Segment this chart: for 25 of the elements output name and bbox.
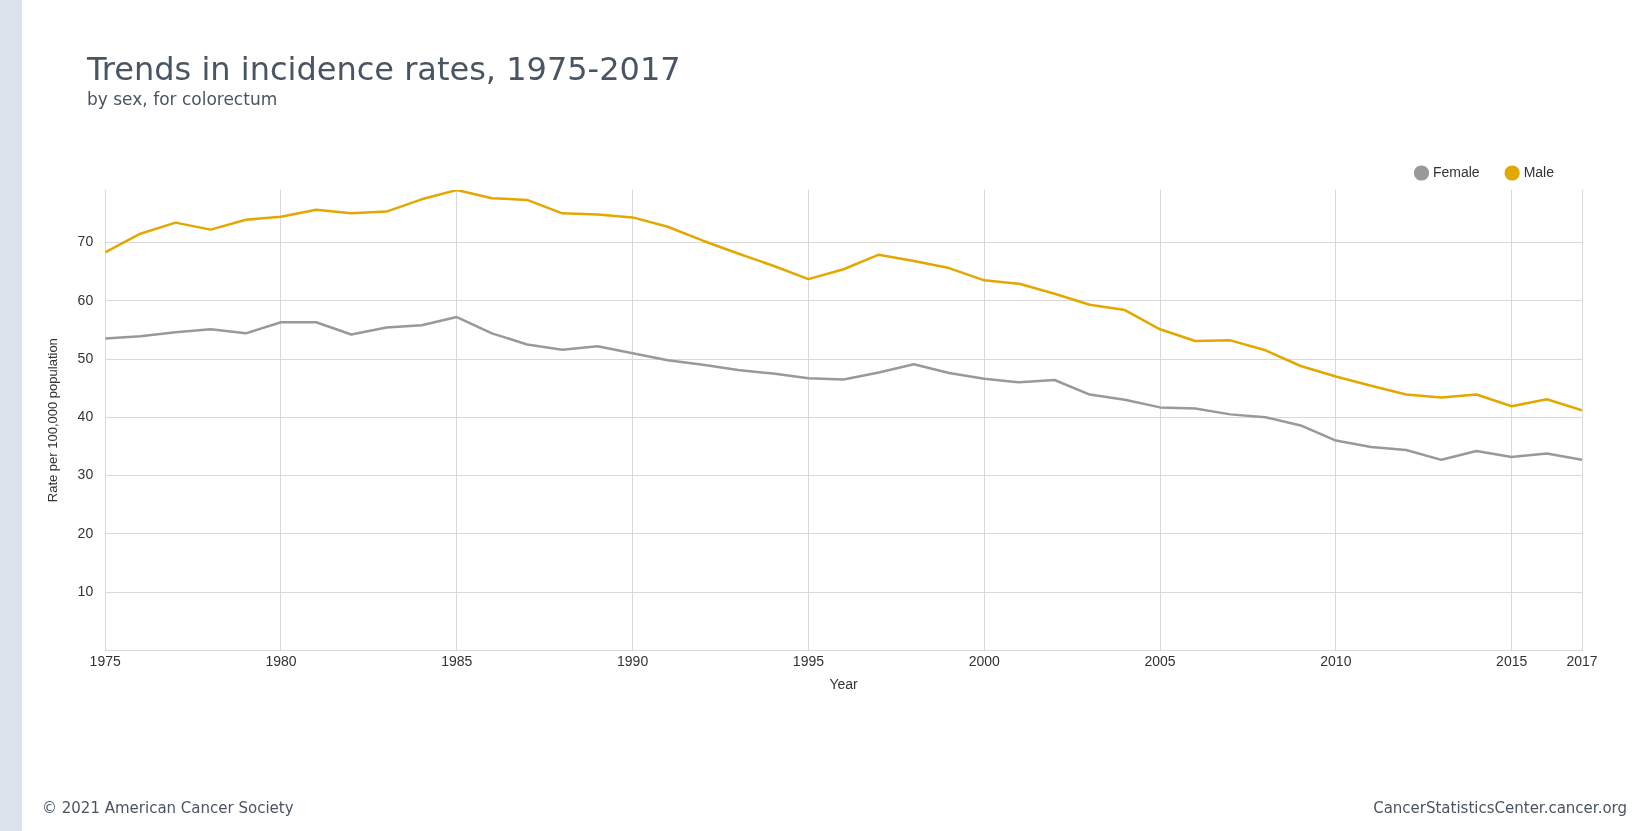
y-tick-label: 20	[77, 524, 94, 541]
x-tick-label: 2010	[1320, 652, 1352, 669]
x-tick-label: 2017	[1566, 652, 1598, 669]
y-tick-label: 10	[77, 582, 94, 599]
y-tick-label: 40	[77, 408, 94, 425]
x-tick-label: 1975	[89, 652, 121, 669]
x-tick-label: 1985	[441, 652, 473, 669]
chart-title: Trends in incidence rates, 1975-2017	[87, 50, 682, 88]
x-tick-label: 2015	[1496, 652, 1528, 669]
x-tick-label: 1995	[792, 652, 825, 669]
x-tick-label: 1980	[265, 652, 297, 669]
chart-subtitle: by sex, for colorectum	[87, 88, 279, 110]
y-tick-label: 50	[77, 349, 94, 366]
x-tick-label: 1990	[617, 652, 649, 669]
x-tick-label: 2000	[968, 652, 1001, 669]
x-tick-label: 2005	[1144, 652, 1176, 669]
y-axis-title: Rate per 100,000 population	[45, 338, 61, 503]
y-tick-label: 70	[77, 233, 94, 250]
text: CancerStatisticsCenter.cancer.org	[1373, 799, 1627, 817]
y-tick-label: 30	[77, 466, 94, 483]
x-axis-title: Year	[829, 676, 859, 693]
legend-label: Male	[1523, 163, 1555, 180]
y-tick-label: 60	[77, 291, 94, 308]
legend-label: Female	[1432, 163, 1480, 180]
text: © 2021 American Cancer Society	[42, 799, 294, 817]
